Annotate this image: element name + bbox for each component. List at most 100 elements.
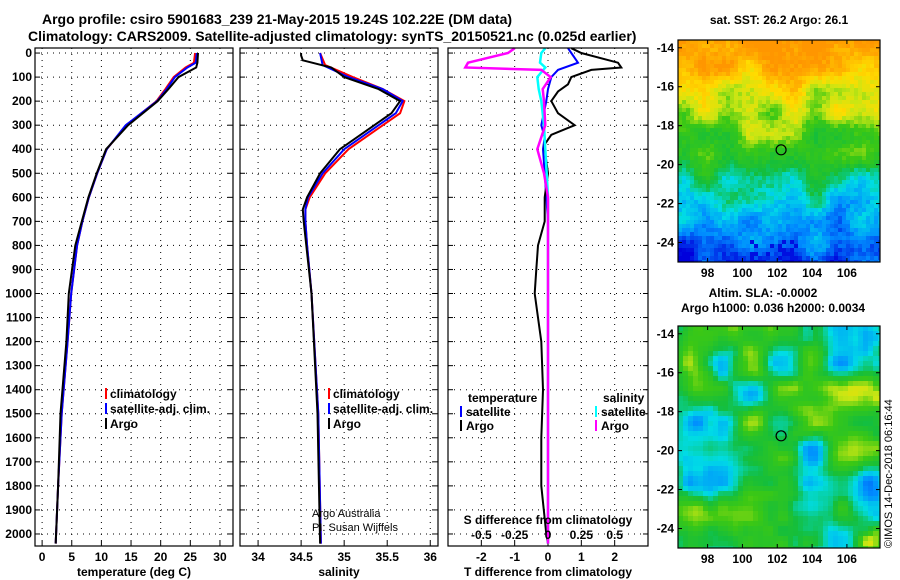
map-cell [686, 240, 690, 244]
map-cell [682, 216, 686, 220]
map-cell [838, 140, 842, 144]
map-cell [798, 441, 803, 446]
map-cell [753, 366, 758, 371]
map-cell [786, 216, 790, 220]
map-cell [846, 124, 850, 128]
map-cell [722, 248, 726, 252]
map-cell [770, 40, 774, 44]
map-cell [678, 401, 683, 406]
map-cell [838, 172, 842, 176]
x-tick-label: 106 [837, 266, 857, 280]
map-cell [718, 491, 723, 496]
map-cell [748, 496, 753, 501]
map-cell [682, 156, 686, 160]
map-cell [818, 240, 822, 244]
map-cell [754, 140, 758, 144]
map-cell [854, 76, 858, 80]
map-cell [786, 148, 790, 152]
map-cell [808, 346, 813, 351]
map-cell [713, 426, 718, 431]
map-cell [813, 451, 818, 456]
map-cell [833, 521, 838, 526]
map-cell [754, 104, 758, 108]
map-cell [803, 401, 808, 406]
map-cell [842, 248, 846, 252]
map-cell [748, 476, 753, 481]
map-cell [766, 188, 770, 192]
map-cell [718, 441, 723, 446]
map-cell [862, 104, 866, 108]
map-cell [702, 248, 706, 252]
map-cell [754, 236, 758, 240]
map-cell [846, 84, 850, 88]
map-cell [738, 436, 743, 441]
map-cell [688, 446, 693, 451]
map-cell [866, 248, 870, 252]
map-cell [722, 92, 726, 96]
map-cell [810, 140, 814, 144]
map-cell [826, 248, 830, 252]
map-cell [778, 236, 782, 240]
map-cell [706, 148, 710, 152]
map-cell [766, 152, 770, 156]
map-cell [750, 108, 754, 112]
map-cell [783, 426, 788, 431]
map-cell [838, 248, 842, 252]
map-cell [862, 80, 866, 84]
map-cell [834, 116, 838, 120]
map-cell [698, 471, 703, 476]
map-cell [810, 72, 814, 76]
map-cell [723, 511, 728, 516]
map-cell [873, 471, 878, 476]
map-cell [878, 351, 880, 356]
map-cell [843, 426, 848, 431]
map-cell [842, 256, 846, 260]
map-cell [858, 40, 862, 44]
map-cell [714, 180, 718, 184]
map-cell [678, 104, 682, 108]
map-cell [808, 486, 813, 491]
map-cell [793, 381, 798, 386]
map-cell [823, 491, 828, 496]
map-cell [746, 56, 750, 60]
map-cell [738, 48, 742, 52]
map-cell [694, 76, 698, 80]
map-cell [753, 356, 758, 361]
map-cell [778, 88, 782, 92]
map-cell [773, 456, 778, 461]
map-cell [738, 40, 742, 44]
map-cell [714, 232, 718, 236]
map-cell [794, 252, 798, 256]
map-cell [878, 220, 880, 224]
map-cell [838, 64, 842, 68]
map-cell [698, 68, 702, 72]
map-cell [786, 48, 790, 52]
map-cell [802, 200, 806, 204]
map-cell [714, 172, 718, 176]
map-cell [713, 346, 718, 351]
map-cell [843, 456, 848, 461]
map-cell [730, 140, 734, 144]
map-cell [726, 76, 730, 80]
map-cell [818, 486, 823, 491]
map-cell [723, 371, 728, 376]
map-cell [846, 148, 850, 152]
map-cell [818, 541, 823, 546]
map-cell [794, 136, 798, 140]
map-cell [778, 228, 782, 232]
map-cell [810, 244, 814, 248]
map-cell [702, 72, 706, 76]
map-cell [770, 92, 774, 96]
map-cell [790, 88, 794, 92]
map-cell [814, 52, 818, 56]
map-cell [743, 421, 748, 426]
map-cell [850, 80, 854, 84]
map-cell [806, 156, 810, 160]
map-cell [854, 216, 858, 220]
map-cell [843, 496, 848, 501]
map-cell [846, 232, 850, 236]
map-cell [818, 212, 822, 216]
map-cell [846, 236, 850, 240]
map-cell [766, 140, 770, 144]
map-cell [710, 236, 714, 240]
